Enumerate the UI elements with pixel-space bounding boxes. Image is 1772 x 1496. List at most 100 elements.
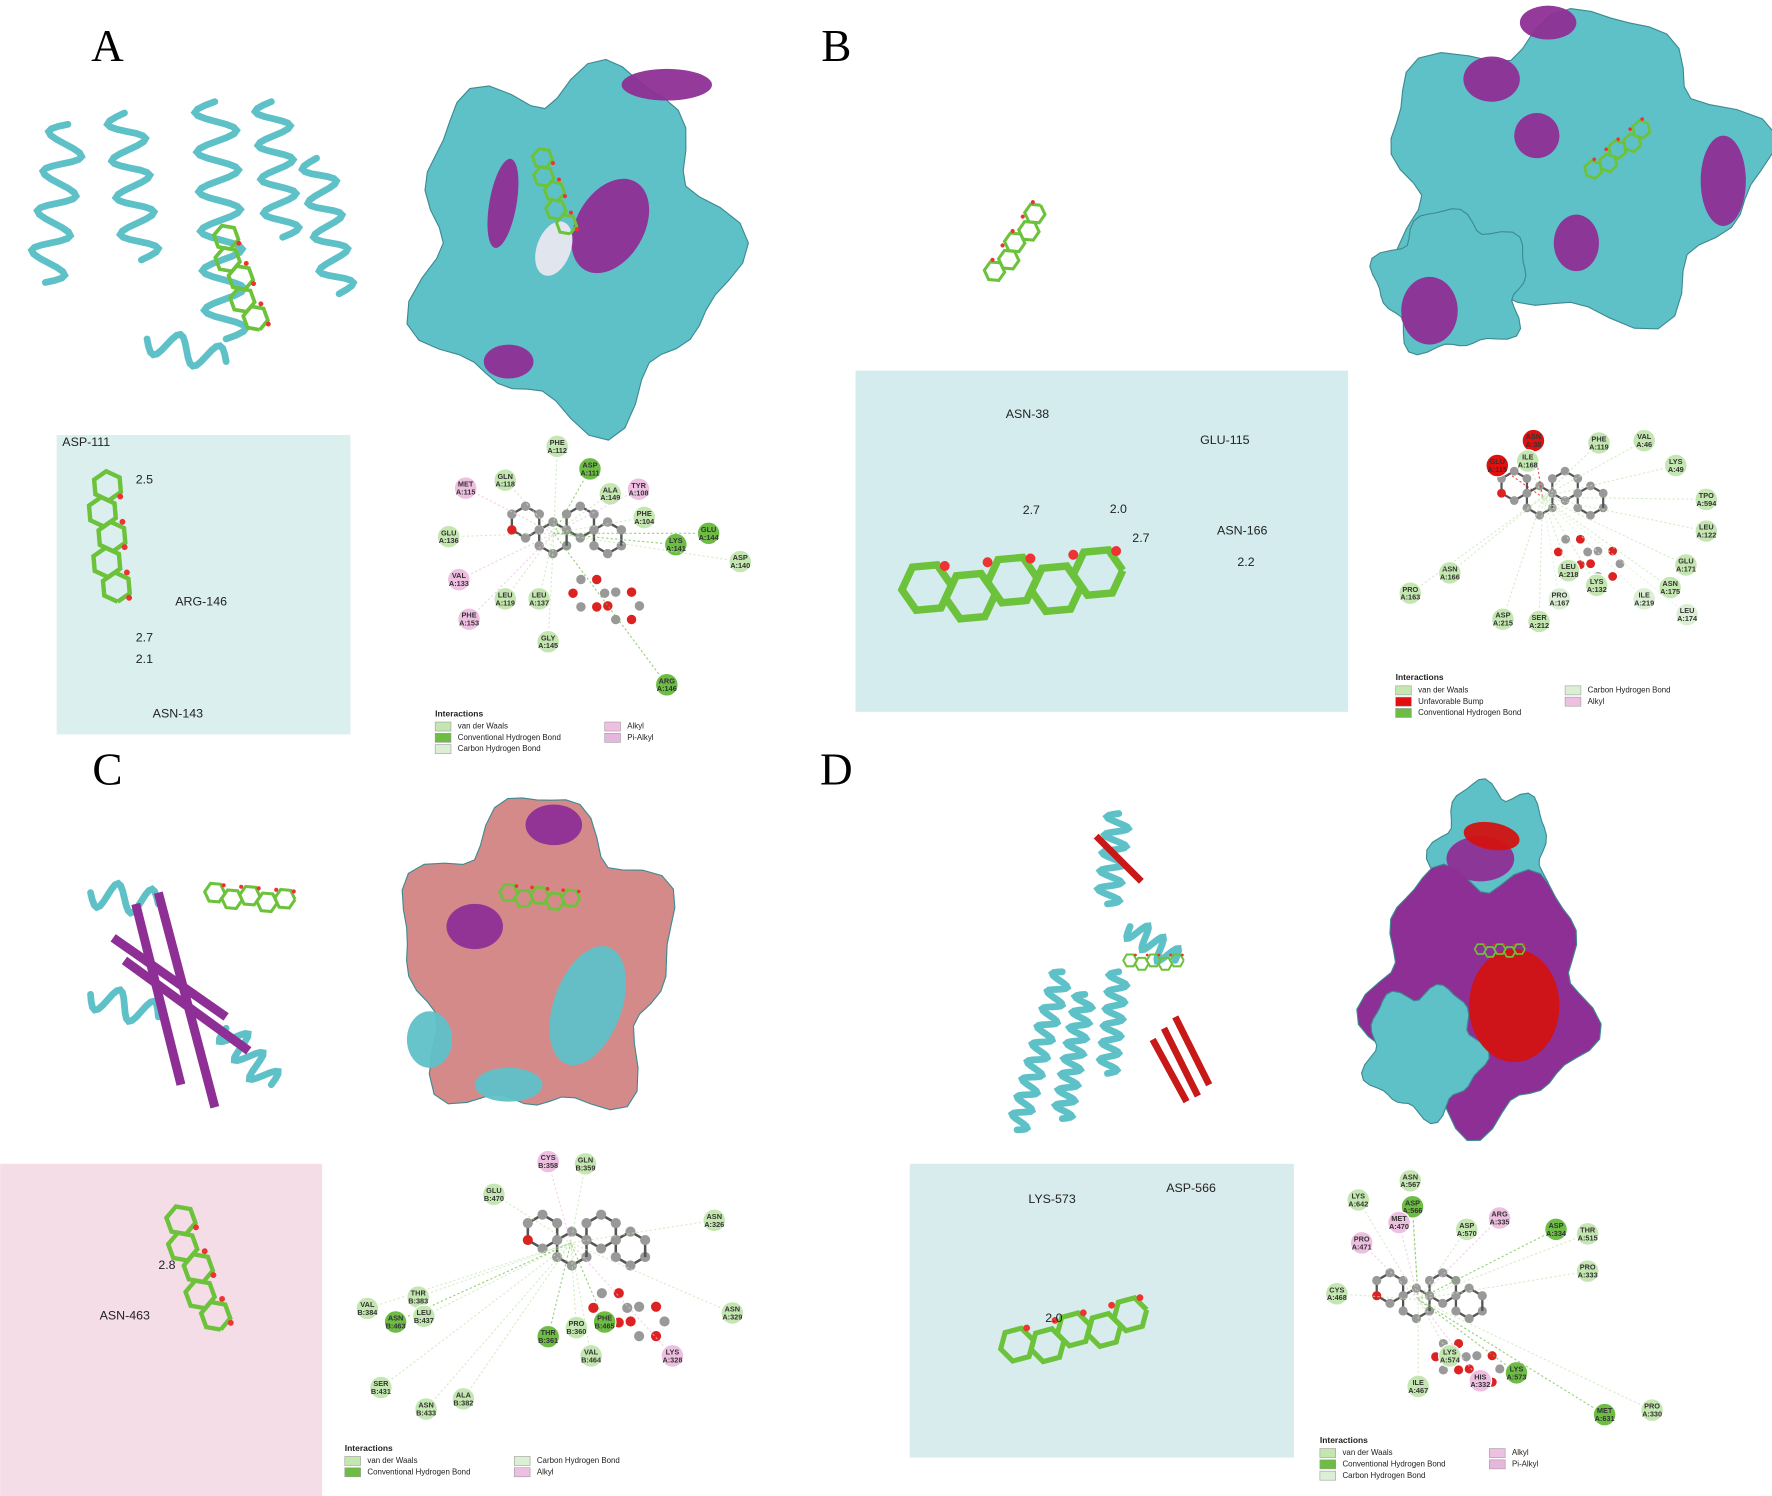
- atom: [1438, 1365, 1448, 1375]
- residue-chain: A:566: [1403, 1206, 1423, 1215]
- atom: [537, 1209, 548, 1220]
- interaction-line: [1357, 1199, 1419, 1300]
- legend-swatch: [1395, 696, 1412, 707]
- residue-chain: A:468: [1327, 1293, 1347, 1302]
- residue-node: [1632, 586, 1657, 611]
- atom: [1547, 474, 1557, 483]
- residue-name: ASN: [1442, 564, 1457, 573]
- ligand-ring: [226, 263, 256, 292]
- ligand-sticks: [997, 1294, 1150, 1365]
- ligand-atom: [939, 561, 950, 571]
- interaction-line: [547, 533, 555, 642]
- residue-chain: A:167: [1549, 598, 1569, 607]
- atom: [1411, 1283, 1421, 1293]
- residue-chain: A:153: [459, 619, 479, 628]
- surface-patch: [549, 946, 626, 1066]
- ligand-ring: [542, 180, 567, 203]
- residue-name: MET: [1391, 1214, 1407, 1223]
- helix: [250, 98, 304, 241]
- atom: [522, 1218, 533, 1229]
- legend-label: Alkyl: [1588, 697, 1605, 706]
- residue-name: ALA: [603, 485, 619, 494]
- closeup-view: [0, 1163, 323, 1496]
- residue-chain: A:168: [1518, 460, 1538, 469]
- legend-swatch: [1319, 1459, 1336, 1470]
- atom: [1454, 1365, 1464, 1375]
- ligand-sticks: [1583, 117, 1652, 180]
- ligand-ring: [213, 245, 243, 274]
- interaction-line: [570, 1219, 715, 1244]
- atom: [534, 509, 545, 519]
- ligand-ring: [1607, 138, 1628, 160]
- residue-node: [1437, 1344, 1462, 1368]
- ligand-atom: [1503, 943, 1506, 946]
- residue-name: PHE: [1591, 434, 1606, 443]
- ligand-atom: [243, 260, 249, 266]
- legend-label: Alkyl: [1512, 1448, 1529, 1457]
- ligand-ring: [983, 553, 1041, 607]
- residue-3d-label: ASN-38: [1006, 407, 1050, 421]
- residue-node: [457, 607, 481, 632]
- atom: [1385, 1268, 1395, 1278]
- ligand-ring: [86, 494, 119, 529]
- legend-swatch: [344, 1467, 361, 1478]
- ligand-ring: [183, 1278, 218, 1311]
- ligand-atom: [193, 1224, 199, 1231]
- residue-node: [493, 586, 518, 611]
- legend-label: Conventional Hydrogen Bond: [367, 1467, 470, 1476]
- interaction-line: [553, 516, 645, 534]
- beta-strand: [131, 902, 186, 1086]
- beta-strand: [1160, 1026, 1201, 1098]
- residue-name: VAL: [452, 571, 467, 580]
- hbond-distance: 2.8: [158, 1258, 175, 1272]
- legend-title: Interactions: [345, 1443, 393, 1453]
- residue-node: [1491, 607, 1515, 632]
- residue-name: ALA: [456, 1390, 472, 1399]
- ligand-ring: [202, 881, 227, 904]
- ligand-sticks: [86, 468, 133, 604]
- ligand-atom: [530, 885, 534, 890]
- interaction-line: [1409, 496, 1543, 594]
- ligand-atom: [1108, 1301, 1116, 1309]
- atom: [534, 525, 544, 535]
- interaction-line: [380, 1242, 572, 1388]
- ligand-ring: [941, 569, 999, 623]
- residue-node: [1675, 602, 1699, 627]
- ligand-atom: [1616, 137, 1620, 142]
- residue-chain: B:359: [575, 1163, 595, 1172]
- ligand-ring: [1002, 231, 1027, 254]
- interaction-line: [504, 532, 555, 600]
- surface-patch: [1553, 214, 1599, 272]
- residue-chain: A:334: [1546, 1229, 1567, 1238]
- residue-node: [1658, 575, 1683, 600]
- surface-patch: [1514, 112, 1560, 159]
- ligand-ring: [220, 888, 244, 911]
- ligand-atom: [1181, 953, 1184, 957]
- residue-chain: A:112: [547, 446, 567, 455]
- legend-title: Interactions: [435, 708, 483, 718]
- atom: [566, 1260, 577, 1271]
- residue-node: [536, 1324, 561, 1349]
- interaction-line: [1542, 440, 1645, 498]
- residue-name: GLU: [701, 525, 716, 534]
- residue-node: [1592, 1402, 1617, 1427]
- legend-swatch: [513, 1456, 531, 1466]
- residue-chain: A:115: [1487, 465, 1507, 474]
- legend-label: van der Waals: [367, 1456, 417, 1465]
- atom: [610, 587, 621, 597]
- interaction-line: [1417, 1233, 1588, 1300]
- atom: [1461, 1352, 1471, 1362]
- residue-node: [702, 1208, 727, 1233]
- residue-chain: A:175: [1660, 587, 1680, 596]
- helix: [1050, 990, 1097, 1122]
- ligand-atom: [121, 544, 128, 551]
- residue-name: GLN: [578, 1155, 593, 1164]
- residue-chain: A:594: [1696, 499, 1717, 508]
- interaction-line: [1542, 496, 1688, 616]
- ligand-atom: [117, 493, 124, 500]
- interaction-line: [367, 1242, 571, 1309]
- interaction-line: [1542, 464, 1676, 498]
- ligand-atom: [256, 886, 261, 891]
- interaction-line: [1449, 496, 1543, 574]
- atom: [552, 1218, 563, 1229]
